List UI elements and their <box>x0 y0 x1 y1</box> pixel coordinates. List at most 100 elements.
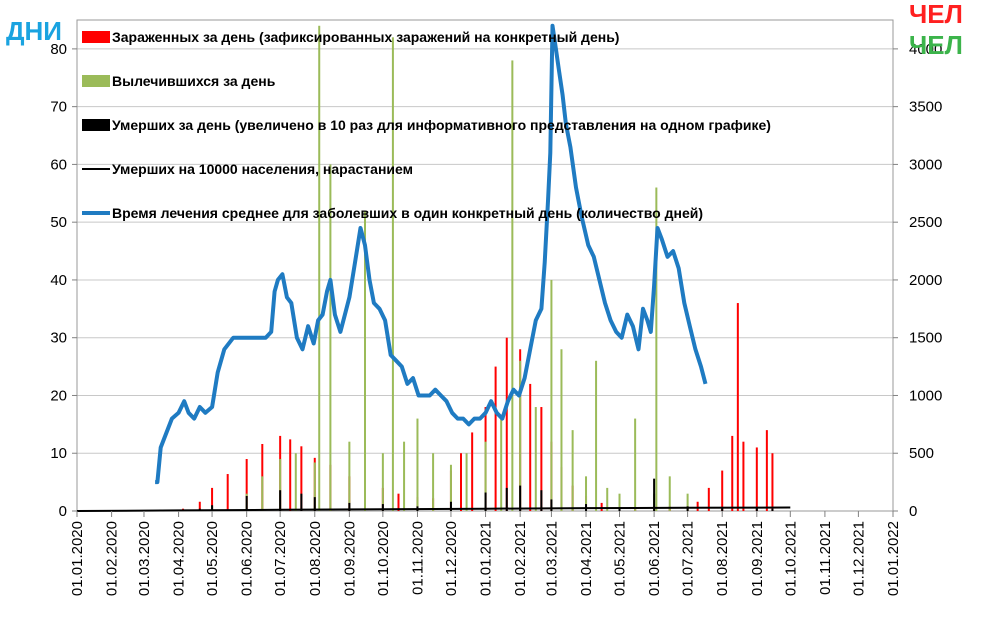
legend-label: Зараженных за день (зафиксированных зара… <box>112 29 619 45</box>
x-axis-tick-label: 01.11.2020 <box>409 521 426 595</box>
legend-item-infected: Зараженных за день (зафиксированных зара… <box>82 29 619 45</box>
infected-bar <box>707 487 710 511</box>
recovered-bar <box>313 462 316 511</box>
recovered-bar <box>534 407 537 511</box>
deaths-bar <box>300 493 303 511</box>
infected-bar <box>289 439 292 511</box>
recovered-bar <box>571 430 574 511</box>
legend-swatch <box>82 31 110 43</box>
recovered-bar <box>550 279 553 511</box>
right-axis-tick-label: 4000 <box>909 41 942 58</box>
x-axis-tick-label: 01.12.2020 <box>443 521 460 596</box>
recovered-bar <box>686 493 689 511</box>
x-axis-tick-label: 01.01.2022 <box>885 521 902 596</box>
legend-swatch <box>82 75 110 87</box>
right-axis-unit-top: ЧЕЛ <box>909 0 963 29</box>
infected-bar <box>731 435 734 511</box>
left-axis-tick-label: 50 <box>50 214 67 231</box>
recovered-bar <box>294 453 297 511</box>
recovered-bar <box>449 464 452 511</box>
left-axis-tick-label: 0 <box>59 503 67 520</box>
legend-item-deaths: Умерших за день (увеличено в 10 раз для … <box>82 117 771 133</box>
legend: Зараженных за день (зафиксированных зара… <box>82 29 771 221</box>
infected-bar <box>529 383 532 511</box>
infected-bar <box>505 337 508 511</box>
x-axis-tick-label: 01.10.2020 <box>375 521 392 596</box>
left-axis-tick-label: 30 <box>50 330 67 347</box>
recovered-bar <box>595 360 598 511</box>
deaths-bar <box>755 507 758 511</box>
recovered-bar <box>432 453 435 511</box>
legend-swatch <box>82 119 110 131</box>
left-axis-tick-label: 10 <box>50 445 67 462</box>
deaths-bar <box>313 497 316 511</box>
infected-bar <box>696 501 699 511</box>
legend-label: Умерших за день (увеличено в 10 раз для … <box>112 117 771 133</box>
x-axis-tick-label: 01.04.2020 <box>171 521 188 596</box>
right-axis-tick-label: 2500 <box>909 214 942 231</box>
legend-label: Умерших на 10000 населения, нарастанием <box>112 161 413 177</box>
right-axis-unit-bottom: ЧЕЛ <box>909 30 963 60</box>
recovered-bar <box>403 441 406 511</box>
x-axis-tick-label: 01.02.2020 <box>104 521 121 596</box>
deaths-bar <box>484 492 487 511</box>
recovered-bar <box>634 418 637 511</box>
x-axis-tick-label: 01.02.2021 <box>512 521 529 596</box>
recovered-bar <box>391 37 394 512</box>
x-axis-tick-label: 01.07.2020 <box>272 521 289 596</box>
x-axis-tick-label: 01.05.2021 <box>612 521 629 596</box>
deaths-bar <box>348 502 351 511</box>
x-axis-tick-label: 01.01.2021 <box>478 521 495 596</box>
x-axis-tick-label: 01.08.2020 <box>307 521 324 596</box>
deaths-bar <box>550 499 553 511</box>
recovered-bar <box>500 418 503 511</box>
recovered-bar <box>585 476 588 511</box>
x-axis-tick-label: 01.09.2021 <box>749 521 766 596</box>
recovered-bar <box>416 418 419 511</box>
right-axis-tick-label: 0 <box>909 503 917 520</box>
infected-bar <box>771 453 774 511</box>
x-axis-tick-label: 01.06.2020 <box>239 521 256 596</box>
recovered-bar <box>560 349 563 511</box>
infected-bar <box>198 501 201 511</box>
infected-bar <box>600 502 603 511</box>
recovered-bar <box>318 25 321 512</box>
left-axis-tick-label: 70 <box>50 99 67 116</box>
legend-label: Вылечившихся за день <box>112 73 276 89</box>
x-axis-tick-label: 01.08.2021 <box>714 521 731 596</box>
recovered-bar <box>668 476 671 511</box>
infected-bar <box>226 474 229 511</box>
deaths-bar <box>653 478 656 511</box>
legend-item-treatment_time: Время лечения среднее для заболевших в о… <box>82 205 703 221</box>
left-axis-tick-label: 20 <box>50 387 67 404</box>
deaths-bar <box>211 505 214 511</box>
deaths-bar <box>279 490 282 511</box>
infected-bar <box>736 303 739 511</box>
recovered-bar <box>618 493 621 511</box>
bars-layer <box>182 25 774 512</box>
recovered-bar <box>465 453 468 511</box>
cumulative_deaths-line <box>76 506 791 512</box>
legend-item-recovered: Вылечившихся за день <box>82 73 276 89</box>
legend-item-cumulative_deaths: Умерших на 10000 населения, нарастанием <box>82 161 413 177</box>
recovered-bar <box>484 441 487 511</box>
recovered-bar <box>329 164 332 512</box>
infected-bar <box>397 493 400 511</box>
x-axis-tick-label: 01.03.2021 <box>543 521 560 596</box>
recovered-bar <box>655 187 658 512</box>
right-axis-tick-label: 500 <box>909 445 934 462</box>
recovered-bar <box>511 60 514 511</box>
right-axis-tick-label: 2000 <box>909 272 942 289</box>
right-axis-tick-label: 3500 <box>909 99 942 116</box>
deaths-bar <box>721 507 724 511</box>
x-axis-tick-label: 01.07.2021 <box>680 521 697 596</box>
infected-bar <box>245 459 248 511</box>
left-axis-tick-label: 80 <box>50 41 67 58</box>
deaths-bar <box>618 507 621 511</box>
infected-bar <box>540 407 543 511</box>
axes-layer: 0 10 20 30 40 50 60 70 80 0 500 1000 1500 2000 2500 300… <box>50 41 942 596</box>
recovered-bar <box>381 453 384 511</box>
right-axis-tick-label: 3000 <box>909 156 942 173</box>
right-axis-tick-label: 1500 <box>909 330 942 347</box>
